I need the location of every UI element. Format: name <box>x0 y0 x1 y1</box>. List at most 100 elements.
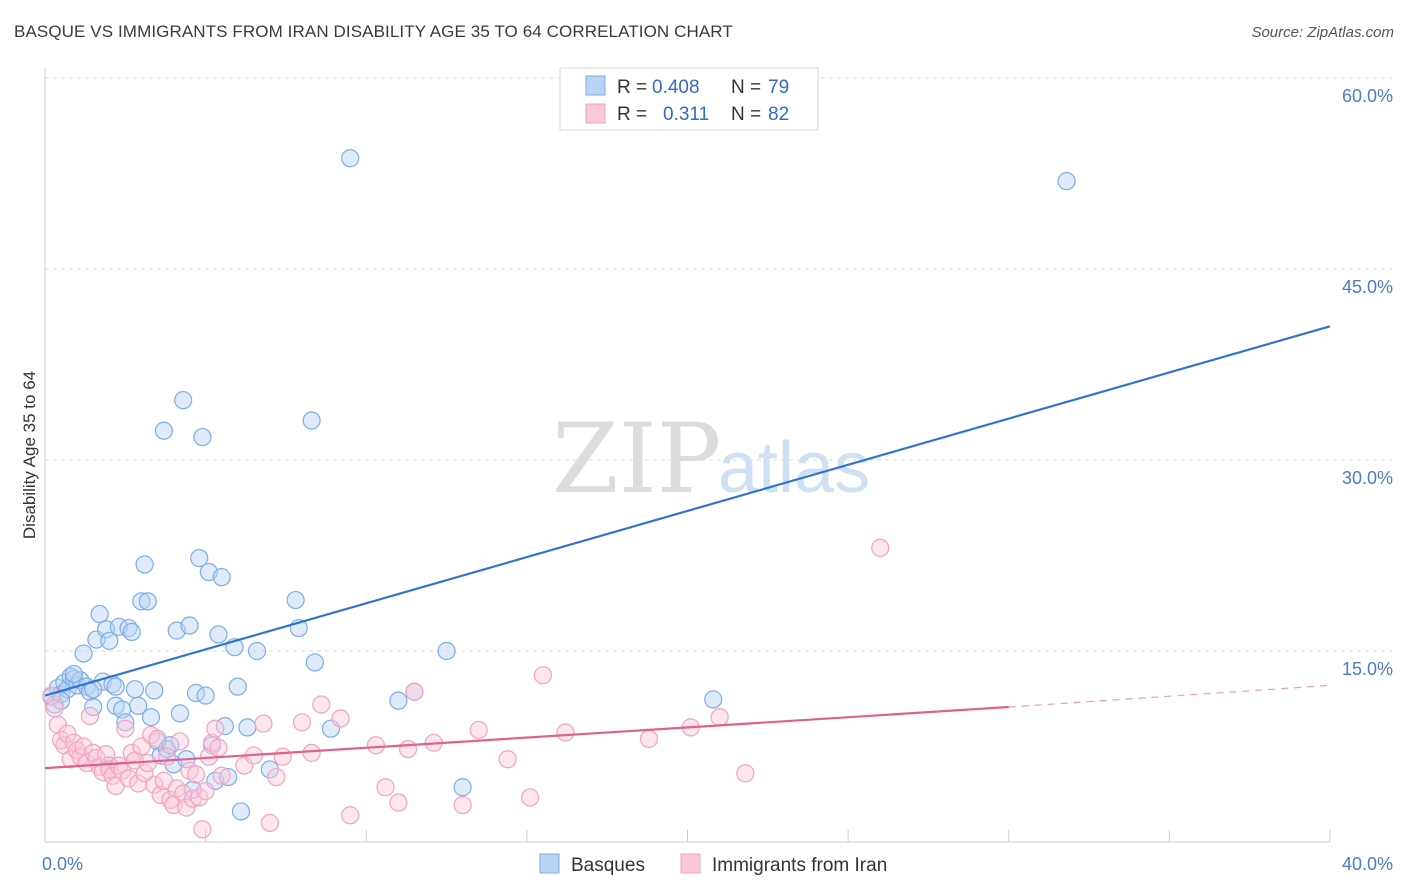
iran-point-51 <box>206 719 225 738</box>
bottom-legend-label-basques: Basques <box>571 855 645 876</box>
iran-point-27 <box>129 774 148 793</box>
iran-point-52 <box>209 738 228 757</box>
iran-point-12 <box>80 706 100 726</box>
iran-point-76 <box>639 729 659 748</box>
basques-point-40 <box>174 391 193 410</box>
y-tick-label-45: 45.0% <box>1342 277 1393 297</box>
y-tick-labels: 15.0% 30.0% 45.0% 60.0% <box>1342 86 1393 679</box>
basques-point-27 <box>129 696 148 715</box>
legend-swatch-iran <box>585 103 606 124</box>
x-tick-label-min: 0.0% <box>42 854 83 874</box>
legend-n-label-iran: N = <box>731 104 761 125</box>
basques-point-28 <box>132 592 151 611</box>
series-legend: Basques Immigrants from Iran <box>539 853 887 876</box>
iran-point-32 <box>145 775 164 794</box>
basques-point-51 <box>212 568 231 587</box>
iran-point-62 <box>312 695 331 714</box>
iran-point-23 <box>116 719 135 738</box>
basques-point-25 <box>122 622 141 642</box>
iran-point-66 <box>376 778 395 797</box>
legend-r-label-iran: R = <box>617 104 647 125</box>
iran-point-75 <box>556 723 575 742</box>
series-basques-points <box>42 149 1076 821</box>
trend-line-iran-extension <box>1008 684 1331 708</box>
iran-point-21 <box>109 756 128 775</box>
basques-point-55 <box>231 802 251 821</box>
y-tick-label-15: 15.0% <box>1342 659 1393 679</box>
legend-r-label-basques: R = <box>617 77 647 98</box>
iran-point-60 <box>292 713 312 732</box>
iran-point-17 <box>96 745 116 764</box>
basques-point-23 <box>116 713 135 732</box>
basques-point-68 <box>453 778 472 797</box>
source-label: Source: ZipAtlas.com <box>1251 24 1394 41</box>
gridlines <box>45 77 1392 652</box>
x-tick-label-max: 40.0% <box>1342 854 1393 874</box>
iran-point-48 <box>196 781 215 801</box>
basques-point-54 <box>228 677 247 696</box>
series-iran-points <box>42 538 890 839</box>
legend-n-value-basques: 79 <box>768 77 789 98</box>
trend-line-iran <box>44 705 1009 770</box>
iran-point-68 <box>405 682 424 701</box>
iran-point-78 <box>710 708 729 727</box>
legend-r-value-iran: 0.311 <box>663 104 709 125</box>
iran-point-74 <box>533 666 553 685</box>
bottom-legend-swatch-basques <box>539 853 560 874</box>
bottom-legend-label-iran: Immigrants from Iran <box>712 855 887 876</box>
basques-point-41 <box>180 616 199 635</box>
iran-point-64 <box>341 806 360 825</box>
iran-point-47 <box>193 820 212 839</box>
iran-point-58 <box>267 767 286 787</box>
basques-point-71 <box>51 691 71 710</box>
iran-point-33 <box>148 729 167 748</box>
basques-point-70 <box>1057 172 1076 191</box>
iran-point-61 <box>302 743 321 762</box>
basques-point-61 <box>302 411 321 430</box>
correlation-legend: R = 0.408 N = 79 R = 0.311 N = 82 <box>559 67 819 131</box>
iran-point-70 <box>453 795 472 815</box>
legend-n-value-iran: 82 <box>768 104 789 125</box>
y-tick-label-30: 30.0% <box>1342 468 1393 488</box>
basques-point-69 <box>704 690 723 709</box>
iran-point-45 <box>186 765 206 784</box>
iran-point-71 <box>469 720 488 740</box>
y-axis-label: Disability Age 35 to 64 <box>20 371 39 539</box>
iran-point-42 <box>177 798 196 817</box>
basques-point-6 <box>61 667 80 686</box>
iran-point-34 <box>151 785 170 804</box>
basques-point-29 <box>135 555 154 574</box>
basques-point-50 <box>209 625 228 644</box>
basques-point-59 <box>286 590 305 610</box>
basques-point-45 <box>193 427 212 447</box>
basques-point-18 <box>100 631 119 650</box>
iran-point-79 <box>736 764 755 783</box>
iran-point-40 <box>170 732 190 751</box>
iran-point-59 <box>273 747 292 766</box>
basques-point-35 <box>154 421 173 440</box>
basques-point-39 <box>170 704 190 723</box>
iran-point-53 <box>212 766 231 785</box>
bottom-legend-swatch-iran <box>680 853 701 874</box>
iran-point-36 <box>157 747 177 766</box>
iran-point-1 <box>45 699 64 718</box>
iran-point-56 <box>254 714 273 733</box>
iran-point-57 <box>260 813 279 833</box>
iran-point-63 <box>331 709 350 728</box>
basques-point-75 <box>106 677 125 696</box>
iran-point-24 <box>119 769 138 788</box>
basques-point-31 <box>141 708 161 727</box>
basques-point-56 <box>238 718 257 737</box>
x-tick-marks <box>44 830 1331 842</box>
basques-point-26 <box>125 680 145 699</box>
basques-point-52 <box>219 767 238 787</box>
basques-point-58 <box>260 760 279 779</box>
legend-n-label-basques: N = <box>731 77 761 98</box>
iran-point-72 <box>498 750 517 769</box>
basques-point-64 <box>341 149 360 168</box>
basques-point-65 <box>389 691 408 710</box>
basques-point-72 <box>64 664 84 684</box>
legend-r-value-basques: 0.408 <box>652 77 700 98</box>
trend-line-basques <box>44 325 1331 697</box>
